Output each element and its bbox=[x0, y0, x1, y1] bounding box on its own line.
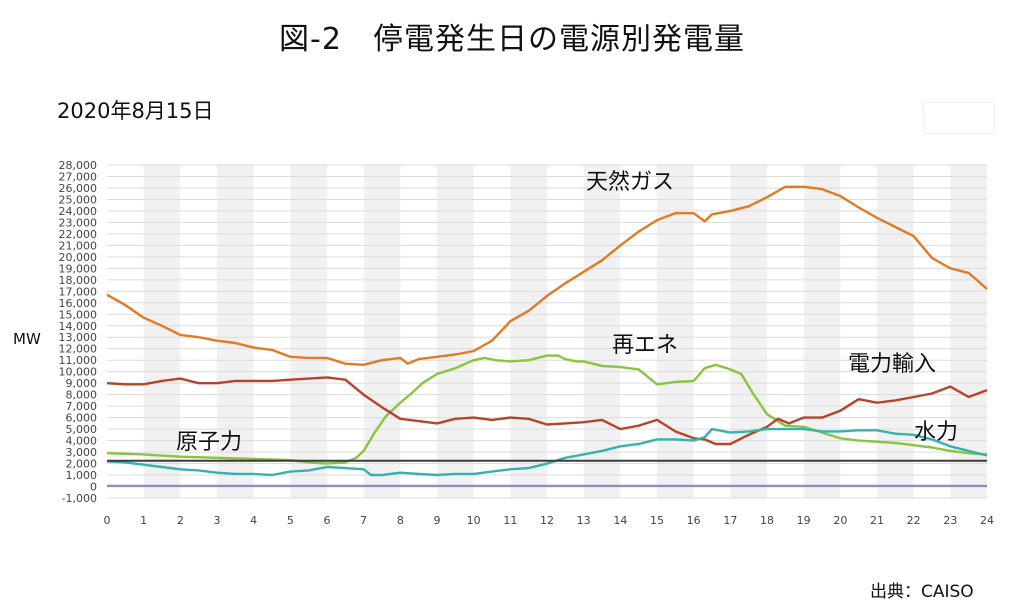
y-tick-label: 12,000 bbox=[59, 343, 98, 356]
plot-band bbox=[363, 165, 401, 498]
source-note: 出典：CAISO bbox=[870, 582, 974, 602]
y-tick-label: 10,000 bbox=[59, 366, 98, 379]
x-tick-label: 14 bbox=[613, 514, 627, 527]
x-tick-label: 21 bbox=[870, 514, 884, 527]
chart-title: 図-2 停電発生日の電源別発電量 bbox=[279, 22, 745, 57]
x-tick-label: 24 bbox=[980, 514, 994, 527]
x-tick-label: 3 bbox=[214, 514, 221, 527]
y-tick-label: 9,000 bbox=[66, 377, 98, 390]
y-tick-label: 0 bbox=[90, 481, 97, 494]
y-tick-label: 23,000 bbox=[59, 216, 98, 229]
y-tick-label: 14,000 bbox=[59, 320, 98, 333]
x-tick-label: 20 bbox=[833, 514, 847, 527]
y-tick-label: 25,000 bbox=[59, 193, 98, 206]
y-tick-label: 7,000 bbox=[66, 400, 98, 413]
y-tick-label: 2,000 bbox=[66, 458, 98, 471]
series-line-gas bbox=[106, 185, 988, 366]
plot-band bbox=[950, 165, 987, 498]
x-tick-label: 0 bbox=[104, 514, 111, 527]
plot-band bbox=[217, 165, 254, 498]
plot-band bbox=[657, 165, 694, 498]
chart-menu-box[interactable] bbox=[923, 102, 995, 134]
y-tick-label: 27,000 bbox=[59, 170, 98, 183]
y-tick-label: 21,000 bbox=[59, 239, 98, 252]
series-line-imports bbox=[106, 376, 988, 446]
y-tick-label: 18,000 bbox=[59, 274, 98, 287]
plot-band bbox=[730, 165, 767, 498]
y-tick-label: 16,000 bbox=[59, 297, 98, 310]
x-tick-label: 16 bbox=[687, 514, 701, 527]
y-tick-label: 13,000 bbox=[59, 331, 98, 344]
x-tick-label: 17 bbox=[723, 514, 737, 527]
y-tick-label: 8,000 bbox=[66, 389, 98, 402]
plot-band bbox=[437, 165, 474, 498]
x-tick-label: 8 bbox=[397, 514, 404, 527]
y-tick-label: 26,000 bbox=[59, 182, 98, 195]
y-tick-label: 22,000 bbox=[59, 228, 98, 241]
annotation-hydro: 水力 bbox=[914, 420, 959, 445]
plot-band bbox=[803, 165, 841, 498]
y-tick-label: 28,000 bbox=[59, 159, 98, 172]
x-tick-label: 23 bbox=[943, 514, 957, 527]
y-tick-label: 11,000 bbox=[59, 354, 98, 367]
y-tick-label: 5,000 bbox=[66, 423, 98, 436]
plot-band bbox=[510, 165, 547, 498]
y-tick-label: 19,000 bbox=[59, 262, 98, 275]
x-tick-label: 9 bbox=[434, 514, 441, 527]
plot-band bbox=[290, 165, 327, 498]
y-tick-label: 15,000 bbox=[59, 308, 98, 321]
y-tick-label: 17,000 bbox=[59, 285, 98, 298]
annotation-renewables: 再エネ bbox=[612, 333, 679, 358]
x-tick-label: 15 bbox=[650, 514, 664, 527]
y-axis-label: MW bbox=[13, 330, 41, 348]
x-tick-label: 22 bbox=[907, 514, 921, 527]
x-tick-label: 7 bbox=[360, 514, 367, 527]
x-tick-label: 10 bbox=[467, 514, 481, 527]
x-tick-label: 6 bbox=[324, 514, 331, 527]
x-tick-label: 19 bbox=[797, 514, 811, 527]
y-tick-label: 1,000 bbox=[66, 469, 98, 482]
annotation-gas: 天然ガス bbox=[586, 170, 675, 195]
series-line-hydro bbox=[106, 427, 988, 477]
x-tick-label: 2 bbox=[177, 514, 184, 527]
y-tick-label: 4,000 bbox=[66, 435, 98, 448]
x-tick-label: 12 bbox=[540, 514, 554, 527]
chart-date: 2020年8月15日 bbox=[57, 99, 214, 123]
x-tick-label: 11 bbox=[503, 514, 517, 527]
x-tick-label: 1 bbox=[140, 514, 147, 527]
annotation-nuclear: 原子力 bbox=[176, 430, 243, 455]
x-tick-label: 5 bbox=[287, 514, 294, 527]
plot-band bbox=[583, 165, 621, 498]
y-tick-label: 3,000 bbox=[66, 446, 98, 459]
plot-band bbox=[877, 165, 914, 498]
x-tick-label: 13 bbox=[577, 514, 591, 527]
y-tick-label: 24,000 bbox=[59, 205, 98, 218]
x-tick-label: 18 bbox=[760, 514, 774, 527]
x-tick-label: 4 bbox=[250, 514, 257, 527]
y-tick-label: 6,000 bbox=[66, 412, 98, 425]
annotation-imports: 電力輸入 bbox=[848, 352, 937, 377]
y-tick-label: 20,000 bbox=[59, 251, 98, 264]
y-tick-label: -1,000 bbox=[62, 492, 97, 505]
